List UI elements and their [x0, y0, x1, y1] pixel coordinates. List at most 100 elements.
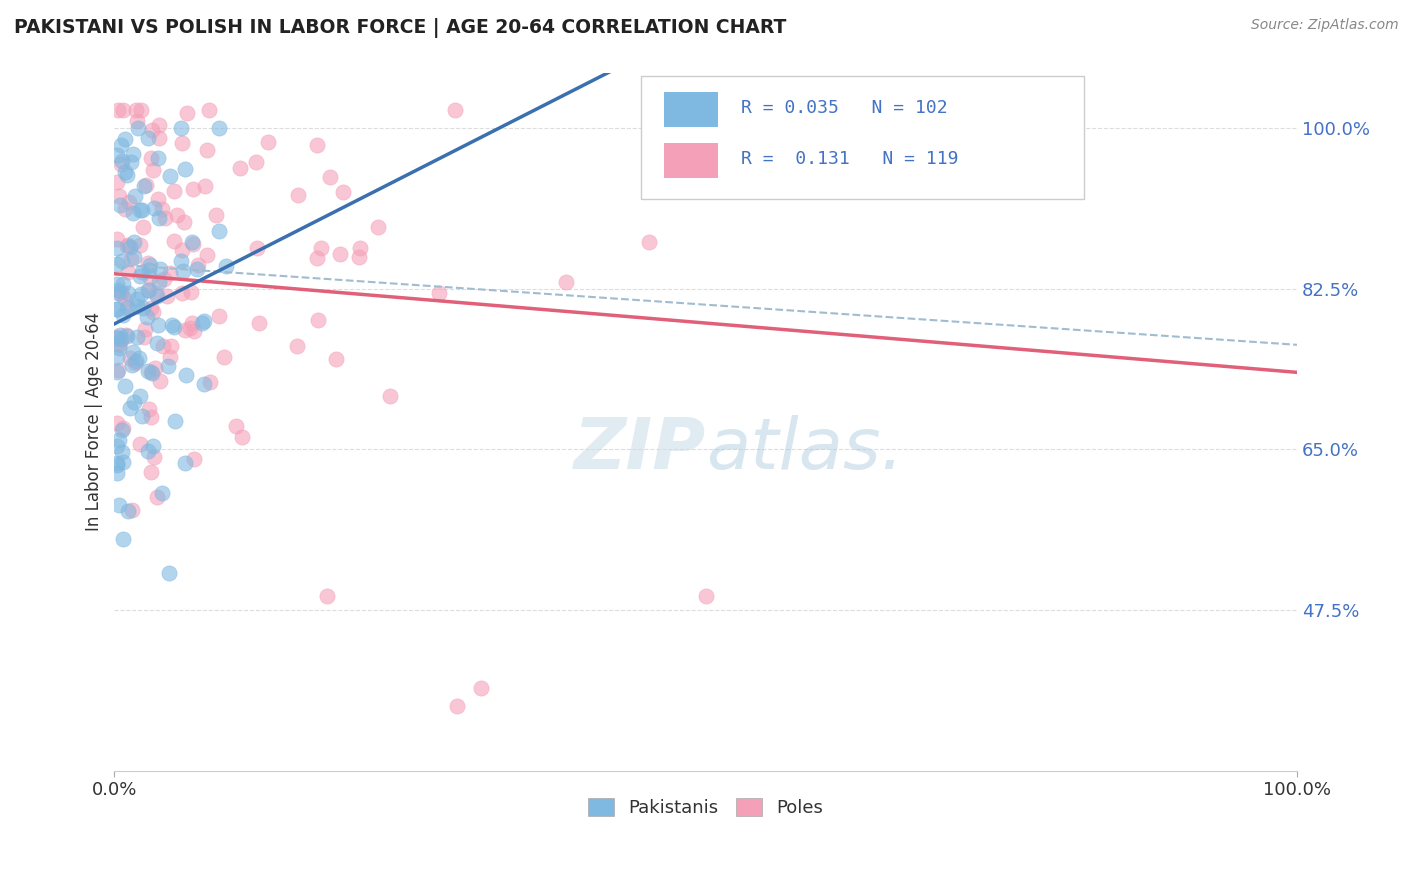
Point	[139, 301, 162, 315]
Point	[145, 286, 167, 301]
Point	[245, 155, 267, 169]
Point	[129, 268, 152, 283]
Point	[183, 452, 205, 467]
Point	[146, 490, 169, 504]
Point	[160, 318, 183, 332]
Point	[138, 283, 160, 297]
Point	[122, 345, 145, 359]
Point	[156, 359, 179, 373]
Point	[179, 321, 201, 335]
Point	[132, 301, 155, 315]
Point	[112, 308, 135, 322]
Point	[111, 420, 134, 434]
Point	[105, 277, 128, 292]
Point	[181, 316, 204, 330]
Legend: Pakistanis, Poles: Pakistanis, Poles	[581, 790, 830, 824]
Point	[125, 354, 148, 368]
Point	[555, 275, 578, 289]
Point	[163, 414, 186, 428]
Point	[157, 566, 180, 580]
Point	[187, 258, 209, 272]
Point	[138, 131, 160, 145]
Point	[117, 504, 139, 518]
Point	[247, 316, 270, 330]
Point	[257, 136, 280, 150]
Point	[172, 285, 194, 300]
Point	[129, 286, 152, 301]
Point	[124, 189, 146, 203]
Point	[114, 292, 136, 306]
Point	[148, 211, 170, 226]
Point	[325, 352, 347, 367]
Point	[107, 363, 129, 377]
Point	[120, 401, 142, 415]
Point	[142, 163, 165, 178]
Point	[117, 300, 139, 314]
Point	[127, 330, 149, 344]
Point	[105, 456, 128, 470]
Point	[181, 235, 204, 249]
Point	[319, 169, 342, 184]
Point	[131, 409, 153, 424]
Point	[111, 253, 134, 268]
Point	[172, 264, 194, 278]
Point	[122, 395, 145, 409]
Point	[122, 147, 145, 161]
Point	[146, 336, 169, 351]
Point	[285, 339, 308, 353]
Point	[111, 154, 134, 169]
Point	[117, 238, 139, 252]
Point	[700, 121, 723, 136]
Point	[115, 329, 138, 343]
Point	[153, 272, 176, 286]
Point	[349, 241, 371, 255]
Point	[129, 389, 152, 403]
Point	[120, 155, 142, 169]
Point	[107, 285, 129, 300]
Point	[108, 338, 131, 352]
Point	[141, 366, 163, 380]
Point	[108, 198, 131, 212]
Point	[176, 106, 198, 120]
Point	[470, 681, 492, 695]
Point	[347, 250, 370, 264]
Point	[114, 202, 136, 216]
Point	[105, 301, 128, 316]
Point	[138, 401, 160, 416]
Point	[142, 304, 165, 318]
Point	[134, 179, 156, 194]
Point	[120, 252, 142, 266]
Point	[305, 138, 328, 153]
Point	[148, 119, 170, 133]
Y-axis label: In Labor Force | Age 20-64: In Labor Force | Age 20-64	[86, 312, 103, 532]
Point	[118, 194, 141, 209]
Point	[143, 201, 166, 215]
Point	[212, 350, 235, 364]
Point	[139, 271, 162, 285]
Text: PAKISTANI VS POLISH IN LABOR FORCE | AGE 20-64 CORRELATION CHART: PAKISTANI VS POLISH IN LABOR FORCE | AGE…	[14, 18, 786, 37]
Point	[105, 467, 128, 481]
Point	[195, 247, 218, 261]
Point	[174, 161, 197, 176]
Point	[122, 235, 145, 249]
Point	[696, 103, 718, 117]
Point	[141, 123, 163, 137]
Point	[145, 288, 167, 302]
Point	[329, 247, 352, 261]
Point	[229, 161, 252, 175]
Point	[107, 189, 129, 203]
Point	[131, 265, 153, 279]
Point	[136, 444, 159, 458]
Point	[107, 103, 129, 117]
Point	[105, 257, 128, 271]
Point	[105, 417, 128, 431]
Point	[148, 318, 170, 333]
Point	[139, 409, 162, 424]
Point	[111, 445, 134, 459]
Point	[180, 285, 202, 299]
Point	[108, 499, 131, 513]
Point	[149, 262, 172, 277]
Point	[105, 330, 128, 344]
Point	[136, 364, 159, 378]
Point	[132, 219, 155, 234]
